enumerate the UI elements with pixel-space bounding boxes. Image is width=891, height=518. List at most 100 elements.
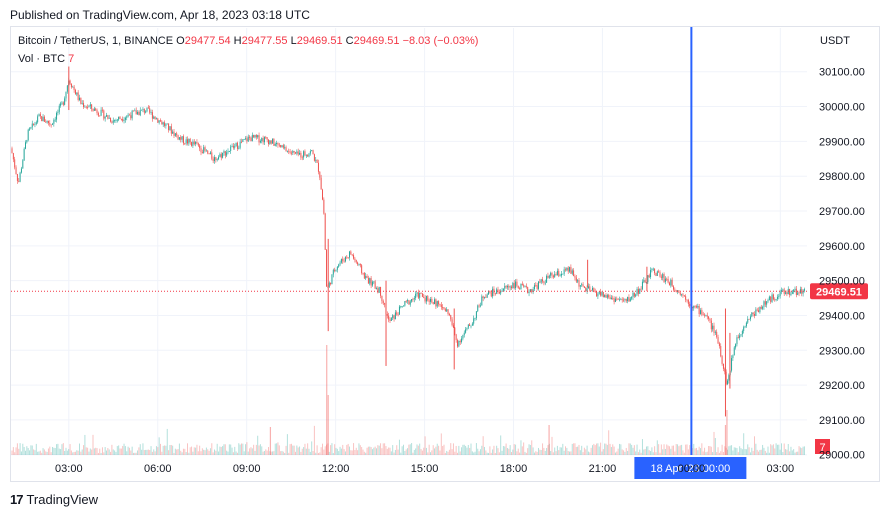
volume-bar xyxy=(502,445,504,455)
last-price-tag xyxy=(810,283,868,300)
candle-body xyxy=(484,297,485,299)
volume-bar xyxy=(97,452,99,455)
candle-body xyxy=(465,329,467,333)
candle-body xyxy=(95,108,97,111)
candle-body xyxy=(403,305,404,307)
volume-bar xyxy=(284,452,286,455)
volume-bar xyxy=(485,450,487,455)
volume-bar xyxy=(519,452,521,455)
candle-body xyxy=(520,283,522,290)
candle-body xyxy=(494,293,496,295)
volume-bar xyxy=(513,444,515,455)
volume-bar xyxy=(577,446,579,455)
candle-body xyxy=(416,292,418,294)
volume-bar xyxy=(307,443,309,455)
candle-body xyxy=(286,150,288,152)
volume-bar xyxy=(673,445,674,455)
candle-body xyxy=(328,282,330,287)
currency-label: USDT xyxy=(820,35,850,47)
volume-bar xyxy=(106,450,107,455)
candle-body xyxy=(454,327,456,335)
candle-body xyxy=(394,312,396,320)
volume-spike xyxy=(269,427,272,455)
tradingview-brand[interactable]: 17 TradingView xyxy=(10,492,98,507)
volume-bar xyxy=(490,452,492,455)
volume-bar xyxy=(31,445,33,455)
volume-bar xyxy=(636,444,638,455)
candle-body xyxy=(736,337,738,345)
candle-body xyxy=(467,324,469,328)
candle-body xyxy=(315,159,317,161)
candle-body xyxy=(263,137,265,143)
volume-bar xyxy=(666,444,668,455)
volume-bar xyxy=(369,446,371,455)
candle-body xyxy=(212,158,214,161)
candle-body xyxy=(795,288,797,295)
high-label: H xyxy=(233,35,242,47)
candle-body xyxy=(31,123,33,128)
volume-bar xyxy=(189,447,191,455)
volume-bar xyxy=(575,446,577,455)
volume-bar xyxy=(612,444,614,455)
volume-bar xyxy=(525,452,527,455)
volume-bar xyxy=(778,444,780,455)
volume-bar xyxy=(670,448,672,455)
volume-bar xyxy=(401,446,403,455)
volume-bar xyxy=(151,451,153,455)
candle-body xyxy=(99,115,101,117)
candle-body xyxy=(145,111,147,113)
candle-body xyxy=(720,346,722,357)
published-caption: Published on TradingView.com, Apr 18, 20… xyxy=(10,8,310,22)
candle-body xyxy=(46,120,48,123)
volume-bar xyxy=(29,450,31,455)
candle-body xyxy=(417,292,419,298)
chart-frame[interactable] xyxy=(10,26,880,482)
candle-body xyxy=(308,153,310,157)
candle-body xyxy=(609,297,611,300)
candle-body xyxy=(307,154,309,157)
volume-bar xyxy=(538,447,539,455)
candle-body xyxy=(285,147,287,152)
volume-bar xyxy=(101,447,103,455)
candle-body xyxy=(390,317,392,321)
candle-body xyxy=(259,140,261,143)
candle-body xyxy=(367,278,369,284)
volume-bar xyxy=(675,444,677,455)
candle-body xyxy=(61,102,63,104)
volume-bar xyxy=(181,452,183,455)
candle-body xyxy=(716,331,718,338)
candle-body xyxy=(602,292,604,298)
volume-bar xyxy=(319,452,321,455)
candle-body xyxy=(606,295,608,298)
volume-bar xyxy=(196,444,198,455)
candle-body xyxy=(488,291,490,295)
volume-bar xyxy=(184,448,186,455)
candle-body xyxy=(560,273,562,276)
volume-bar xyxy=(324,446,326,455)
volume-bar xyxy=(656,440,658,455)
volume-bar xyxy=(417,445,419,455)
volume-bar xyxy=(389,447,391,455)
volume-bar xyxy=(554,447,556,455)
candle-body xyxy=(158,120,160,123)
candle-body xyxy=(774,299,776,301)
candle-body xyxy=(423,296,425,298)
volume-bar xyxy=(49,446,51,455)
candle-body xyxy=(177,135,179,140)
volume-bar xyxy=(386,448,388,455)
volume-bar xyxy=(646,446,647,455)
volume-bar xyxy=(65,447,67,455)
volume-bar xyxy=(633,445,635,455)
volume-bar xyxy=(413,449,415,455)
volume-bar xyxy=(259,444,261,455)
candle-body xyxy=(284,147,286,149)
candle-body xyxy=(697,306,699,308)
candle-body xyxy=(50,124,52,126)
candle-body xyxy=(25,142,26,149)
volume-bar xyxy=(411,443,413,455)
candle-body xyxy=(457,340,458,347)
x-tick-label: 09:00 xyxy=(233,463,261,475)
candle-body xyxy=(506,286,508,288)
candle-body xyxy=(620,299,622,301)
